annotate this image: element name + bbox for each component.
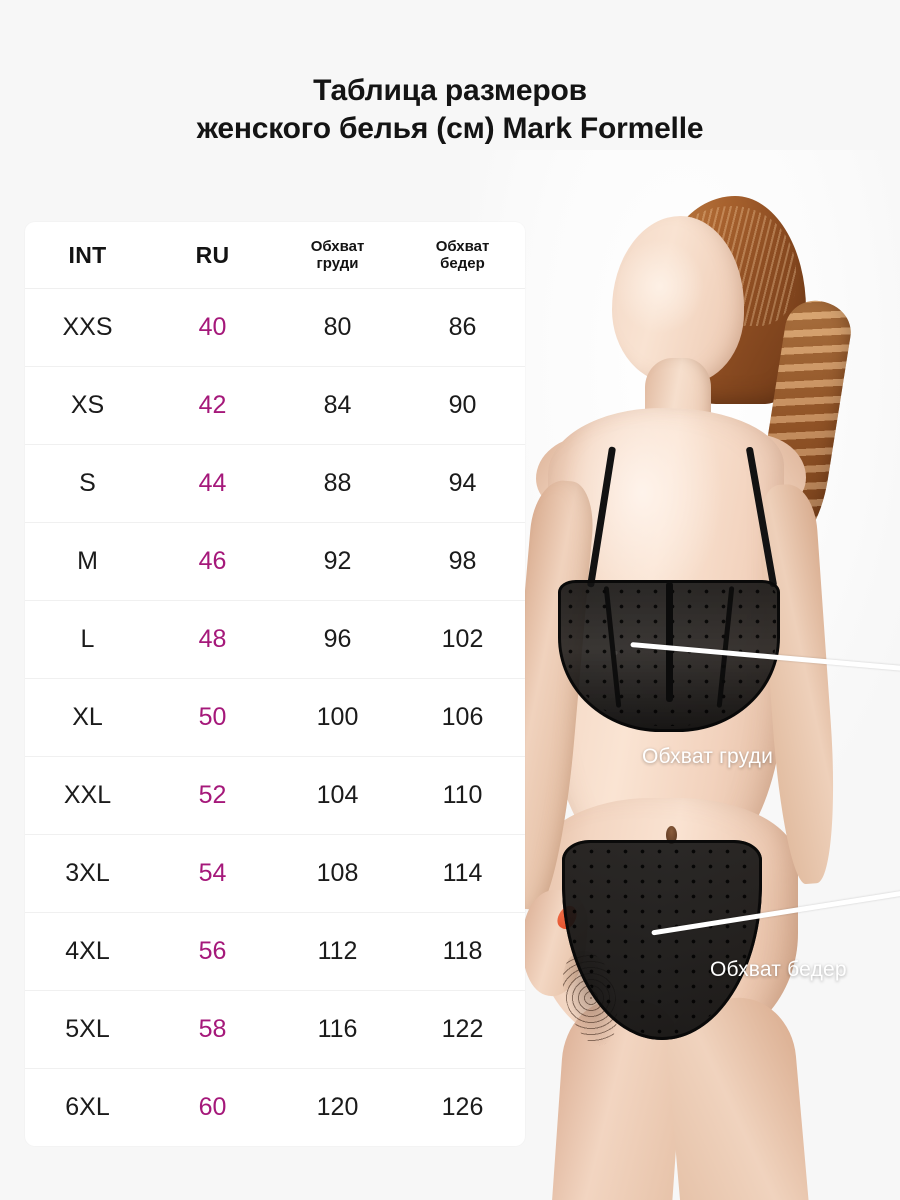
model-head	[612, 216, 744, 384]
cell-hip: 122	[400, 990, 525, 1069]
table-row: M 46 92 98	[25, 522, 525, 601]
cell-bust: 108	[275, 834, 400, 913]
table-row: L 48 96 102	[25, 600, 525, 679]
header-hip-line-1: Обхват	[435, 238, 490, 255]
bra-seam-right	[716, 586, 735, 708]
cell-hip: 110	[400, 756, 525, 835]
table-row: XXL 52 104 110	[25, 756, 525, 835]
table-row: XXS 40 80 86	[25, 288, 525, 367]
bra-seam-left	[603, 586, 622, 708]
header-bust-line-1: Обхват	[310, 238, 365, 255]
cell-bust: 104	[275, 756, 400, 835]
header-hip-line-2: бедер	[440, 255, 485, 272]
cell-hip: 102	[400, 600, 525, 679]
page-title: Таблица размеров женского белья (см) Mar…	[0, 72, 900, 148]
cell-ru: 52	[150, 756, 275, 835]
header-hip: Обхват бедер	[400, 222, 525, 289]
cell-int: M	[25, 522, 150, 601]
cell-hip: 118	[400, 912, 525, 991]
cell-hip: 90	[400, 366, 525, 445]
cell-bust: 120	[316, 1093, 359, 1121]
cell-ru: 60	[198, 1093, 227, 1121]
hips-measure-label: Обхват бедер	[710, 958, 847, 981]
cell-ru: 56	[150, 912, 275, 991]
cell-bust: 100	[275, 678, 400, 757]
table-row: 6XL 60 120 126	[25, 1069, 525, 1147]
bust-measure-label: Обхват груди	[642, 745, 774, 768]
model-navel	[666, 826, 677, 844]
cell-bust: 84	[275, 366, 400, 445]
table-header-row: INT RU Обхват груди Обхват бедер	[25, 222, 525, 289]
cell-bust: 96	[275, 600, 400, 679]
header-int: INT	[25, 222, 150, 289]
cell-hip: 114	[400, 834, 525, 913]
page-title-line-1: Таблица размеров	[313, 74, 587, 107]
cell-ru: 46	[150, 522, 275, 601]
cell-int: L	[25, 600, 150, 679]
model-photo: Обхват груди Обхват бедер	[470, 150, 900, 1200]
cell-int: XXS	[25, 288, 150, 367]
cell-bust: 88	[275, 444, 400, 523]
cell-int: 5XL	[25, 990, 150, 1069]
cell-hip: 106	[400, 678, 525, 757]
cell-ru: 42	[150, 366, 275, 445]
size-table-body: XXS 40 80 86 XS 42 84 90 S 44 88 94 M 46 92 98 L 48 96 102 X…	[25, 288, 525, 1147]
cell-int: 4XL	[25, 912, 150, 991]
cell-ru: 58	[150, 990, 275, 1069]
table-row: XL 50 100 106	[25, 678, 525, 757]
table-row: 4XL 56 112 118	[25, 912, 525, 991]
table-row: 3XL 54 108 114	[25, 834, 525, 913]
cell-int: 6XL	[65, 1093, 110, 1121]
cell-ru: 44	[150, 444, 275, 523]
header-bust: Обхват груди	[275, 222, 400, 289]
cell-bust: 80	[275, 288, 400, 367]
table-row: XS 42 84 90	[25, 366, 525, 445]
cell-ru: 50	[150, 678, 275, 757]
cell-int: S	[25, 444, 150, 523]
header-bust-line-2: груди	[316, 255, 359, 272]
cell-int: 3XL	[25, 834, 150, 913]
table-row: 5XL 58 116 122	[25, 990, 525, 1069]
cell-int: XXL	[25, 756, 150, 835]
cell-int: XL	[25, 678, 150, 757]
cell-hip: 86	[400, 288, 525, 367]
size-table: INT RU Обхват груди Обхват бедер XXS 40 80…	[25, 222, 525, 1146]
table-row: S 44 88 94	[25, 444, 525, 523]
size-table-grid: INT RU Обхват груди Обхват бедер XXS 40 80…	[25, 222, 525, 1146]
header-ru: RU	[150, 222, 275, 289]
bra-center-seam	[666, 582, 673, 702]
cell-hip: 98	[400, 522, 525, 601]
cell-bust: 92	[275, 522, 400, 601]
cell-bust: 116	[275, 990, 400, 1069]
cell-ru: 40	[150, 288, 275, 367]
cell-hip: 126	[441, 1093, 484, 1121]
size-table-head: INT RU Обхват груди Обхват бедер	[25, 222, 525, 289]
cell-ru: 48	[150, 600, 275, 679]
cell-bust: 112	[275, 912, 400, 991]
cell-hip: 94	[400, 444, 525, 523]
cell-int: XS	[25, 366, 150, 445]
page-title-line-2: женского белья (см) Mark Formelle	[196, 112, 704, 145]
cell-ru: 54	[150, 834, 275, 913]
